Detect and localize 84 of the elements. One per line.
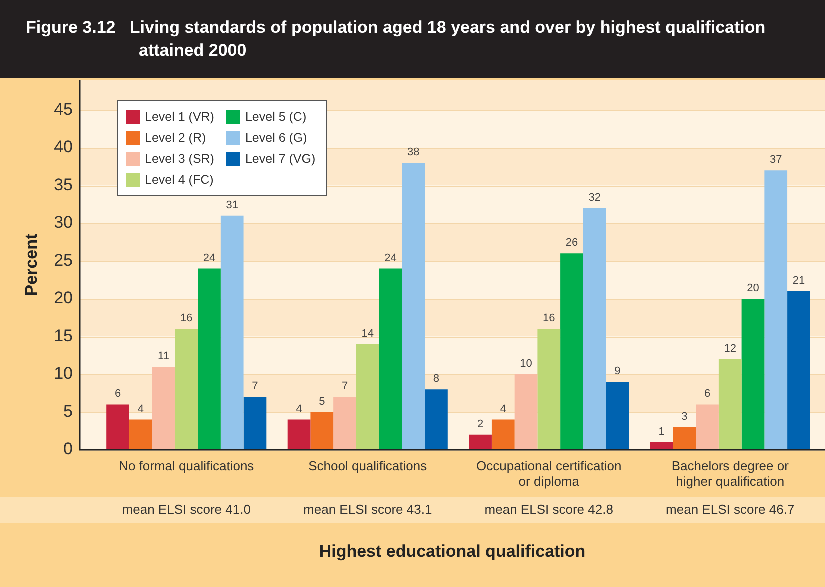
bar — [244, 397, 267, 450]
bar — [742, 298, 765, 450]
data-label: 8 — [433, 373, 440, 386]
data-label: 14 — [362, 328, 374, 340]
y-tick-label: 5 — [64, 402, 73, 421]
data-label: 12 — [724, 342, 736, 355]
y-tick-label: 30 — [54, 213, 73, 232]
y-tick-label: 40 — [54, 138, 73, 157]
y-tick-label: 15 — [54, 326, 73, 346]
bar — [650, 442, 674, 450]
data-label: 6 — [704, 388, 711, 400]
data-label: 7 — [342, 380, 348, 393]
bar — [538, 329, 561, 450]
legend-label: Level 5 (C) — [245, 110, 307, 124]
data-label: 7 — [252, 380, 258, 393]
text: mean ELSI score 43.1 — [304, 502, 432, 517]
data-label: 5 — [319, 396, 326, 408]
y-tick-label: 10 — [54, 364, 73, 384]
legend-label: Level 2 (R) — [145, 130, 206, 144]
bar — [310, 412, 334, 450]
text: mean ELSI score 41.0 — [122, 502, 251, 517]
bar — [106, 404, 130, 450]
data-label: 31 — [226, 199, 238, 212]
y-tick-label: 35 — [54, 175, 73, 194]
data-label: 10 — [520, 358, 532, 370]
bar — [514, 374, 538, 450]
data-label: 24 — [384, 252, 397, 264]
legend-label: Level 3 (SR) — [145, 152, 214, 166]
x-axis-title: Highest educational qualification — [318, 542, 587, 562]
data-label: 24 — [203, 252, 216, 264]
legend-label: Level 7 (VG) — [245, 152, 316, 166]
data-label: 16 — [180, 312, 193, 325]
bar — [718, 359, 742, 450]
x-tick-label: School qualifications — [308, 458, 428, 474]
bar — [606, 382, 630, 450]
bar — [334, 397, 356, 450]
y-tick-label: 25 — [54, 250, 73, 270]
x-tick-label: Bachelors degree or higher qualification — [672, 458, 790, 489]
data-label: 1 — [658, 426, 665, 438]
legend-label: Level 4 (FC) — [145, 172, 214, 186]
data-label: 11 — [158, 350, 170, 362]
bar — [583, 208, 606, 450]
data-label: 16 — [543, 312, 556, 325]
bar — [152, 366, 176, 450]
data-label: 3 — [682, 410, 688, 423]
bar — [425, 390, 448, 450]
bar — [220, 216, 244, 450]
bar — [356, 344, 380, 450]
data-label: 4 — [500, 403, 506, 416]
legend-label: Level 1 (VR) — [145, 110, 214, 124]
data-label: 38 — [407, 146, 420, 159]
bar — [673, 427, 696, 450]
text: mean ELSI score 46.7 — [666, 502, 795, 517]
data-label: 21 — [792, 274, 806, 287]
data-label: 32 — [588, 192, 601, 204]
bar — [764, 170, 788, 450]
data-label: 26 — [566, 237, 578, 250]
data-label: 20 — [747, 282, 760, 295]
data-label: 2 — [477, 418, 484, 430]
text: mean ELSI score 42.8 — [484, 502, 614, 517]
bar — [788, 291, 810, 450]
x-tick-label: No formal qualifications — [119, 458, 255, 474]
bar — [129, 420, 152, 450]
bar — [469, 434, 492, 450]
bar — [560, 254, 584, 450]
data-label: 37 — [770, 154, 782, 166]
data-label: 9 — [614, 366, 621, 378]
bar — [492, 420, 515, 450]
data-label: 4 — [138, 403, 144, 416]
legend-label: Level 6 (G) — [245, 130, 308, 144]
data-label: 6 — [114, 388, 122, 400]
bar — [402, 163, 426, 450]
bar — [288, 420, 311, 450]
y-axis-title: Percent — [22, 233, 41, 296]
y-tick-label: 0 — [64, 440, 73, 459]
bar — [379, 268, 402, 450]
y-tick-label: 45 — [54, 100, 73, 119]
x-tick-label: Occupational certification or diploma — [476, 458, 622, 489]
data-label: 4 — [296, 403, 302, 416]
bar — [175, 329, 198, 450]
chart-title: Figure 3.12 Living standards of population aged 18 years and over by highest qualification attained 2000 — [0, 0, 825, 78]
y-tick-label: 20 — [54, 288, 73, 308]
bar — [696, 404, 719, 450]
bar — [198, 268, 221, 450]
